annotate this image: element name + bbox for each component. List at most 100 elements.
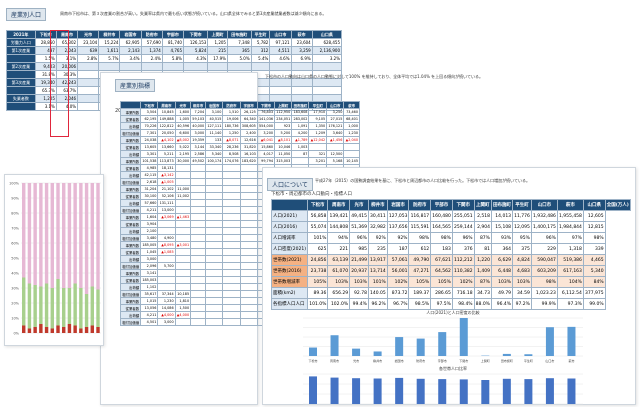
table-cell: 23,104: [77, 38, 100, 47]
table-cell: 56,858: [307, 210, 329, 222]
column-header: 山口県: [582, 199, 606, 211]
table-cell: 140.05: [367, 287, 388, 299]
table-cell: [239, 227, 258, 235]
table-cell: 6,448: [490, 265, 514, 277]
table-cell: [190, 178, 207, 186]
table-cell: 5,340: [205, 150, 224, 158]
table-cell: 1,230: [157, 297, 176, 305]
bar: [22, 325, 26, 333]
table-cell: 10,046: [274, 143, 293, 151]
y-tick-label: 100%: [9, 182, 20, 186]
table-cell: [174, 255, 192, 263]
table-cell: [205, 269, 224, 277]
table-cell: [157, 220, 176, 228]
table-cell: 16,103: [239, 150, 258, 158]
table-cell: ▲1,789: [291, 136, 310, 144]
table-header-row: 下松市 周南市 光市 柳井市 岩国市 防府市 宇部市 下関市 上関町 田布施町 平生町 山口市 萩市 山口…: [270, 199, 632, 211]
table-cell: [222, 192, 241, 200]
table-cell: 4,900: [157, 234, 176, 242]
table-cell: [174, 199, 192, 207]
table-cell: 5.8%: [161, 54, 184, 63]
table-cell: 187: [386, 243, 410, 255]
table-cell: 31,820: [239, 143, 258, 151]
table-cell: 639: [77, 46, 100, 55]
column-header: 周南市: [327, 199, 351, 211]
table-cell: 37,344: [157, 290, 176, 298]
y-tick-label: 20%: [11, 302, 19, 306]
table-cell: 3.2%: [311, 54, 343, 63]
table-cell: 5.7%: [98, 54, 121, 63]
table-row: 粗付加価値 7,301 20,050 6,600 3,000 11,140 1,250 2,4…: [119, 129, 360, 137]
column-header: 下松市: [307, 199, 329, 211]
table-cell: 従業者数: [119, 143, 142, 151]
table-cell: [222, 234, 241, 242]
table-cell: 3,480: [140, 234, 159, 242]
table-cell: 590,047: [530, 254, 558, 266]
table-row: 事業所数 101,538 113,873 30,000 49,502 100,174 174…: [119, 157, 360, 165]
table-cell: 4,200: [291, 129, 310, 137]
table-cell: 13,660: [157, 143, 176, 151]
table-cell: 33,340: [205, 143, 224, 151]
table-cell: 10,145: [343, 157, 360, 165]
table-cell: 62,905: [119, 38, 142, 47]
bar: [22, 277, 26, 326]
table-cell: [157, 276, 176, 284]
x-tick-label: 柳井市: [373, 358, 382, 363]
table-cell: 96.2%: [367, 298, 388, 310]
bar: [27, 328, 32, 333]
x-tick-label: 下松市: [308, 358, 317, 363]
table-cell: ▲2,040: [343, 136, 360, 144]
table-cell: [239, 297, 258, 305]
table-row: 出荷額 3,301 5,211 2,195 2,586 5,340 8,508 16,103 4…: [119, 150, 360, 158]
table-cell: [222, 227, 241, 235]
table-cell: 1,003: [291, 143, 310, 151]
table-cell: [174, 276, 192, 284]
bar: [416, 338, 425, 356]
table-cell: 11,002: [174, 192, 192, 200]
column-header: 岩国市: [205, 101, 224, 109]
table-cell: 12,500: [326, 150, 345, 158]
bar: [459, 318, 468, 356]
table-cell: 34.73: [473, 287, 492, 299]
table-cell: 628,455: [311, 38, 343, 47]
table-cell: 34.59: [512, 287, 532, 299]
table-cell: [222, 276, 241, 284]
table-cell: 176,121: [326, 122, 345, 130]
table-cell: 1,220: [473, 254, 492, 266]
column-header: 田布施町: [226, 30, 252, 39]
table-cell: [174, 171, 192, 179]
table-cell: 4,824: [512, 254, 532, 266]
table-cell: 1,318: [556, 243, 584, 255]
table-cell: 12,605: [582, 210, 606, 222]
bar: [330, 335, 339, 356]
table-cell: 13,917: [367, 254, 388, 266]
x-tick-label: 宇部市: [438, 358, 447, 363]
table-cell: [157, 269, 176, 277]
table-cell: 15,860: [256, 143, 276, 151]
table-cell: 粗付加価値: [119, 290, 142, 298]
bar: [62, 183, 66, 288]
table-cell: 183,620: [239, 157, 258, 165]
table-cell: [161, 62, 184, 71]
table-cell: 259,144: [451, 221, 475, 233]
table-cell: 96.7%: [386, 298, 410, 310]
bar: [22, 183, 26, 278]
bar: [79, 288, 83, 329]
table-cell: 625: [307, 243, 329, 255]
column-header: 岩国市: [386, 199, 410, 211]
column-header: 田布施町: [291, 101, 310, 109]
table-cell: 3,000: [140, 255, 159, 263]
column-header: 萩市: [290, 30, 313, 39]
population-table-title: 下松市・周辺都市の人口動向・指標人口: [271, 192, 352, 197]
y-tick-label: 80%: [11, 212, 19, 216]
table-cell: 5,200: [274, 129, 293, 137]
table-cell: 3,200: [256, 129, 276, 137]
table-cell: [77, 102, 100, 111]
table-cell: 35,617: [140, 290, 159, 298]
table-cell: 1,091: [291, 122, 310, 130]
table-cell: ▲1,005: [157, 178, 176, 186]
bar: [27, 283, 32, 329]
x-tick-label: 岩国市: [395, 358, 404, 363]
table-cell: 101%: [367, 276, 388, 288]
table-cell: [222, 290, 241, 298]
